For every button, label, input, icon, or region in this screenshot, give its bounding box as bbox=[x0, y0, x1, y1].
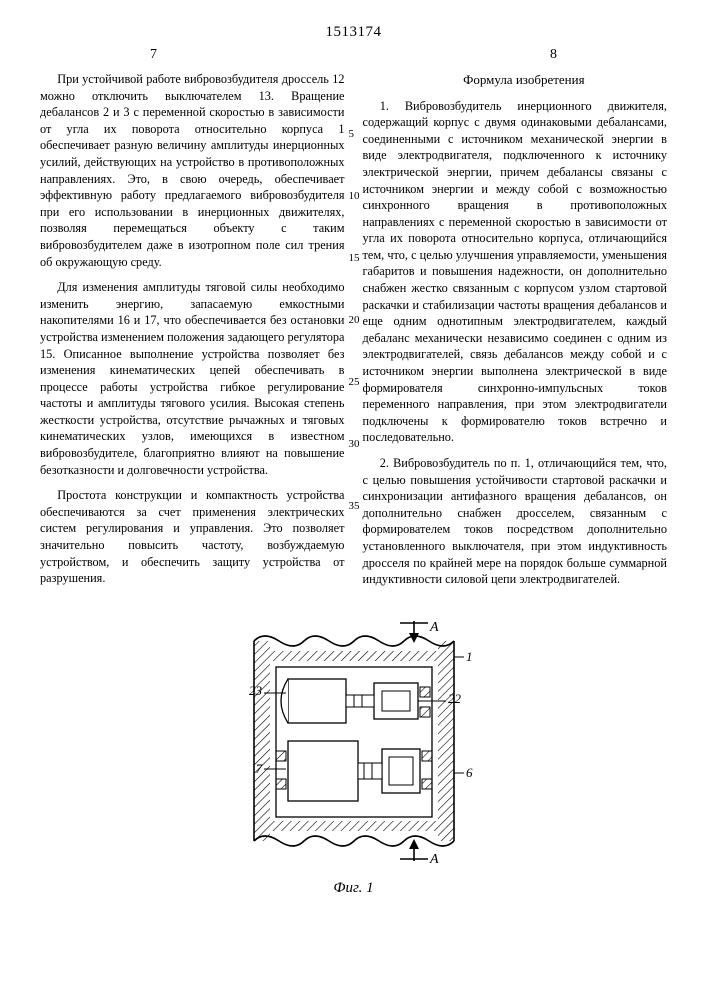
page-numbers: 7 8 bbox=[150, 47, 557, 63]
figure-1: А А 1 23 22 7 6 Фиг. 1 bbox=[40, 611, 667, 897]
line-marker: 5 bbox=[349, 127, 355, 142]
para: Простота конструкции и компактность устр… bbox=[40, 487, 345, 587]
callout-7: 7 bbox=[255, 761, 262, 776]
figure-svg: А А 1 23 22 7 6 bbox=[204, 611, 504, 871]
para: Для изменения амплитуды тяговой силы нео… bbox=[40, 279, 345, 478]
line-marker: 10 bbox=[349, 189, 360, 204]
callout-23: 23 bbox=[249, 683, 263, 698]
figure-caption: Фиг. 1 bbox=[40, 880, 667, 897]
section-label-a-bot: А bbox=[429, 852, 439, 867]
line-marker: 35 bbox=[349, 499, 360, 514]
page-num-right: 8 bbox=[550, 47, 557, 63]
para: При устойчивой работе вибровозбудителя д… bbox=[40, 71, 345, 270]
left-column: При устойчивой работе вибровозбудителя д… bbox=[40, 71, 345, 597]
section-label-a-top: А bbox=[429, 620, 439, 635]
line-marker: 15 bbox=[349, 251, 360, 266]
right-column: 5 10 15 20 25 30 35 Формула изобретения … bbox=[363, 71, 668, 597]
claims-heading: Формула изобретения bbox=[363, 71, 668, 89]
callout-1: 1 bbox=[466, 649, 473, 664]
doc-number: 1513174 bbox=[40, 24, 667, 41]
line-marker: 20 bbox=[349, 313, 360, 328]
page-num-left: 7 bbox=[150, 47, 157, 63]
claim: 2. Вибровозбудитель по п. 1, отличающийс… bbox=[363, 455, 668, 588]
line-marker: 25 bbox=[349, 375, 360, 390]
claim: 1. Вибровозбудитель инерционного движите… bbox=[363, 98, 668, 446]
line-marker: 30 bbox=[349, 437, 360, 452]
callout-22: 22 bbox=[448, 691, 462, 706]
two-column-body: При устойчивой работе вибровозбудителя д… bbox=[40, 71, 667, 597]
callout-6: 6 bbox=[466, 765, 473, 780]
